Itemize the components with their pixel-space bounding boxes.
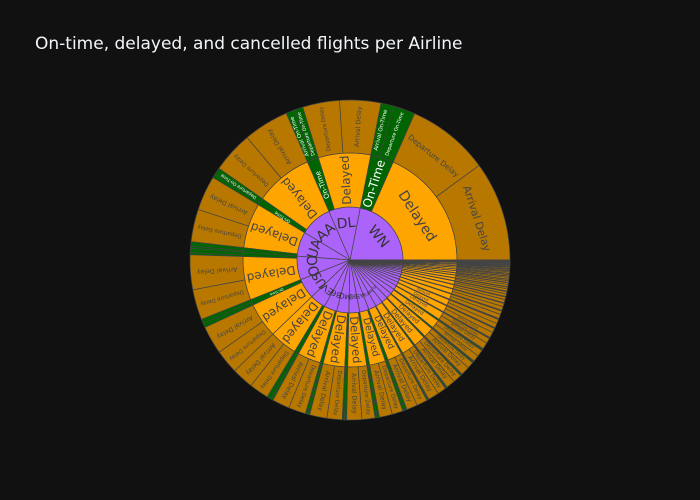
airline-mq-delayed-arrival-delay-segment[interactable] [309, 363, 335, 419]
airline-wn-on-time-departure-on-time-segment[interactable] [378, 105, 415, 163]
airline-oo-delayed-arrival-delay-segment[interactable] [189, 254, 246, 291]
airline-dl-delayed-arrival-delay-segment[interactable] [339, 99, 382, 156]
airline-aa-on-time-departure-on-time-segment[interactable] [214, 167, 263, 203]
airline-ua-delayed-departure-delay-segment[interactable] [190, 209, 249, 249]
chart-title: On-time, delayed, and cancelled flights … [35, 34, 463, 54]
airline-vx-delayed-arrival-delay-segment[interactable] [432, 323, 479, 362]
airline-ua-delayed-arrival-delay-segment[interactable] [197, 177, 259, 227]
airline-wn-on-time-arrival-on-time-segment[interactable] [370, 102, 395, 158]
airline-fl-delayed-departure-delay-segment[interactable] [419, 336, 462, 383]
airline-ev-delayed-arrival-delay-segment[interactable] [234, 333, 285, 387]
airline-ev-delayed-departure-delay-segment[interactable] [250, 343, 296, 398]
airline-f9-delayed-arrival-delay-segment[interactable] [387, 356, 418, 410]
airline-b6-delayed-arrival-delay-segment[interactable] [272, 353, 310, 409]
airline-as-delayed-arrival-delay-segment[interactable] [369, 362, 393, 418]
airline-wn-delayed-departure-delay-segment[interactable] [392, 113, 480, 198]
sunburst-segments [189, 99, 511, 421]
airline-fl-delayed-arrival-delay-segment[interactable] [414, 340, 455, 388]
airline-oo-delayed-departure-delay-segment[interactable] [192, 279, 252, 320]
airline-dl-on-time-arrival-on-time-segment[interactable] [285, 109, 314, 163]
airline-aa-delayed-departure-delay-segment[interactable] [218, 137, 282, 200]
airline-us-delayed-arrival-delay-segment[interactable] [204, 304, 264, 353]
airline-yv-delayed-arrival-delay-segment[interactable] [438, 315, 488, 350]
airline-mq-delayed-departure-delay-segment[interactable] [326, 365, 346, 421]
airline-dl-on-time-departure-on-time-segment[interactable] [293, 106, 319, 161]
airline-dl-delayed-departure-delay-segment[interactable] [302, 99, 344, 159]
airline-us-delayed-departure-delay-segment[interactable] [218, 321, 274, 372]
airline-as-delayed-departure-delay-segment[interactable] [377, 360, 404, 415]
airline-nk-delayed-departure-delay-segment[interactable] [408, 345, 446, 394]
airline-b6-delayed-departure-delay-segment[interactable] [288, 358, 321, 415]
airline-aa-delayed-arrival-delay-segment[interactable] [246, 112, 308, 179]
airline-9e-delayed-arrival-delay-segment[interactable] [346, 366, 363, 421]
airline-vx-delayed-departure-delay-segment[interactable] [435, 320, 483, 357]
airline-nk-delayed-arrival-delay-segment[interactable] [402, 348, 439, 400]
airline-ha-delayed-arrival-delay-segment[interactable] [424, 331, 469, 375]
airline-f9-delayed-departure-delay-segment[interactable] [394, 353, 428, 406]
airline-9e-delayed-departure-delay-segment[interactable] [357, 365, 376, 420]
airline-ha-delayed-departure-delay-segment[interactable] [428, 328, 474, 369]
